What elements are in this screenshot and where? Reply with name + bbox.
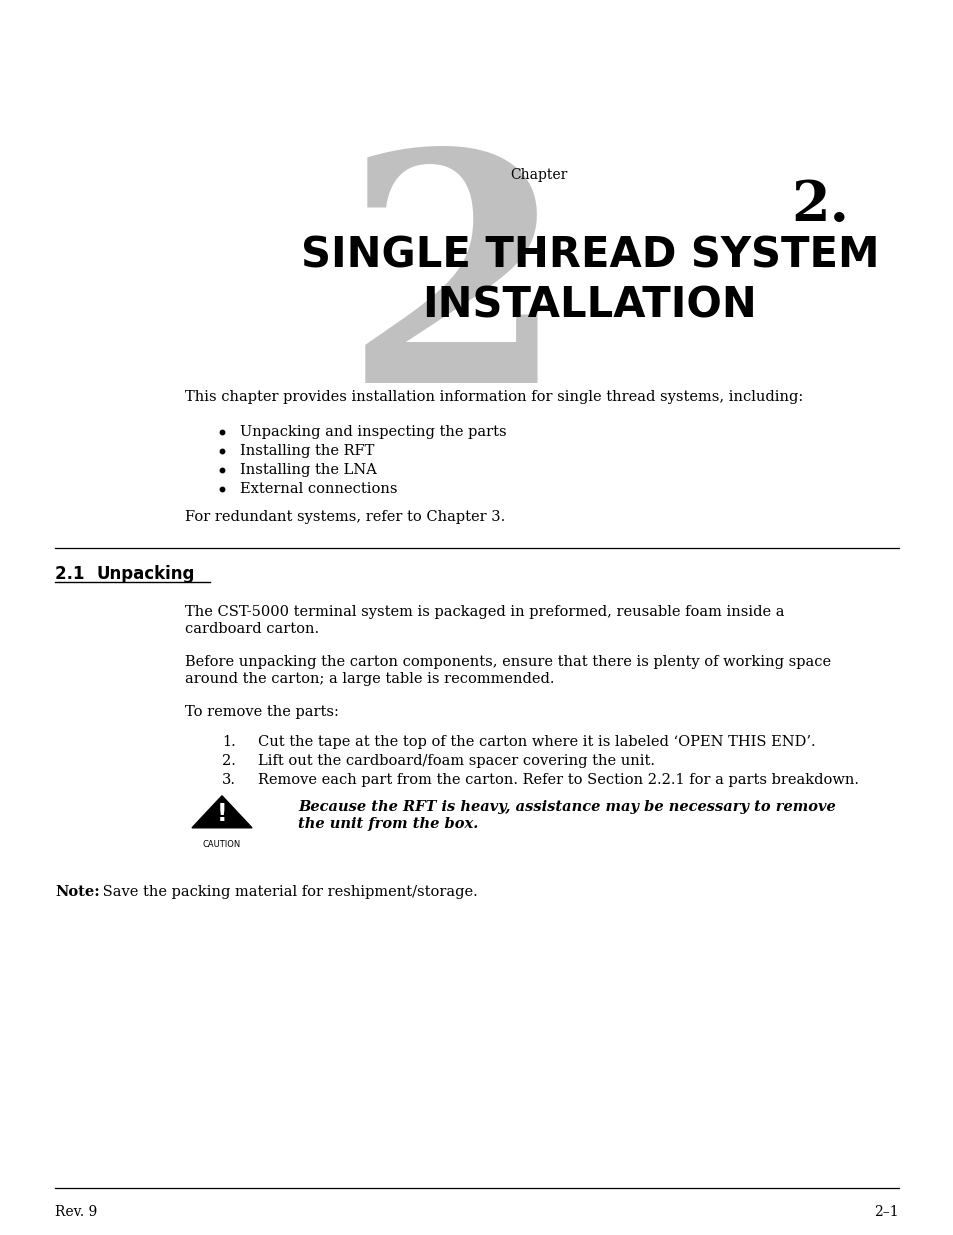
Text: Because the RFT is heavy, assistance may be necessary to remove: Because the RFT is heavy, assistance may… — [297, 800, 835, 814]
Text: Remove each part from the carton. Refer to Section 2.2.1 for a parts breakdown.: Remove each part from the carton. Refer … — [257, 773, 858, 787]
Text: 2.1: 2.1 — [55, 564, 96, 583]
Text: The CST-5000 terminal system is packaged in preformed, reusable foam inside a: The CST-5000 terminal system is packaged… — [185, 605, 783, 619]
Text: Unpacking and inspecting the parts: Unpacking and inspecting the parts — [240, 425, 506, 438]
Text: External connections: External connections — [240, 482, 397, 496]
Text: Chapter: Chapter — [510, 168, 567, 182]
Text: 2–1: 2–1 — [874, 1205, 898, 1219]
Text: 3.: 3. — [222, 773, 235, 787]
Text: To remove the parts:: To remove the parts: — [185, 705, 338, 719]
Text: Installing the LNA: Installing the LNA — [240, 463, 376, 477]
Text: INSTALLATION: INSTALLATION — [422, 284, 757, 326]
Polygon shape — [192, 795, 252, 827]
Text: Before unpacking the carton components, ensure that there is plenty of working s: Before unpacking the carton components, … — [185, 655, 830, 669]
Text: around the carton; a large table is recommended.: around the carton; a large table is reco… — [185, 672, 554, 685]
Text: SINGLE THREAD SYSTEM: SINGLE THREAD SYSTEM — [300, 233, 879, 275]
Text: 1.: 1. — [222, 735, 235, 748]
Text: Cut the tape at the top of the carton where it is labeled ‘OPEN THIS END’.: Cut the tape at the top of the carton wh… — [257, 735, 815, 748]
Text: Rev. 9: Rev. 9 — [55, 1205, 97, 1219]
Text: Unpacking: Unpacking — [97, 564, 195, 583]
Text: Lift out the cardboard/foam spacer covering the unit.: Lift out the cardboard/foam spacer cover… — [257, 755, 655, 768]
Text: This chapter provides installation information for single thread systems, includ: This chapter provides installation infor… — [185, 390, 802, 404]
Text: 2: 2 — [343, 141, 565, 450]
Text: 2.: 2. — [790, 178, 848, 232]
Text: For redundant systems, refer to Chapter 3.: For redundant systems, refer to Chapter … — [185, 510, 505, 524]
Text: 2.: 2. — [222, 755, 235, 768]
Text: the unit from the box.: the unit from the box. — [297, 818, 477, 831]
Text: Note:: Note: — [55, 885, 100, 899]
Text: CAUTION: CAUTION — [203, 840, 241, 848]
Text: cardboard carton.: cardboard carton. — [185, 622, 319, 636]
Text: Save the packing material for reshipment/storage.: Save the packing material for reshipment… — [98, 885, 477, 899]
Text: Installing the RFT: Installing the RFT — [240, 445, 374, 458]
Text: !: ! — [216, 802, 227, 826]
